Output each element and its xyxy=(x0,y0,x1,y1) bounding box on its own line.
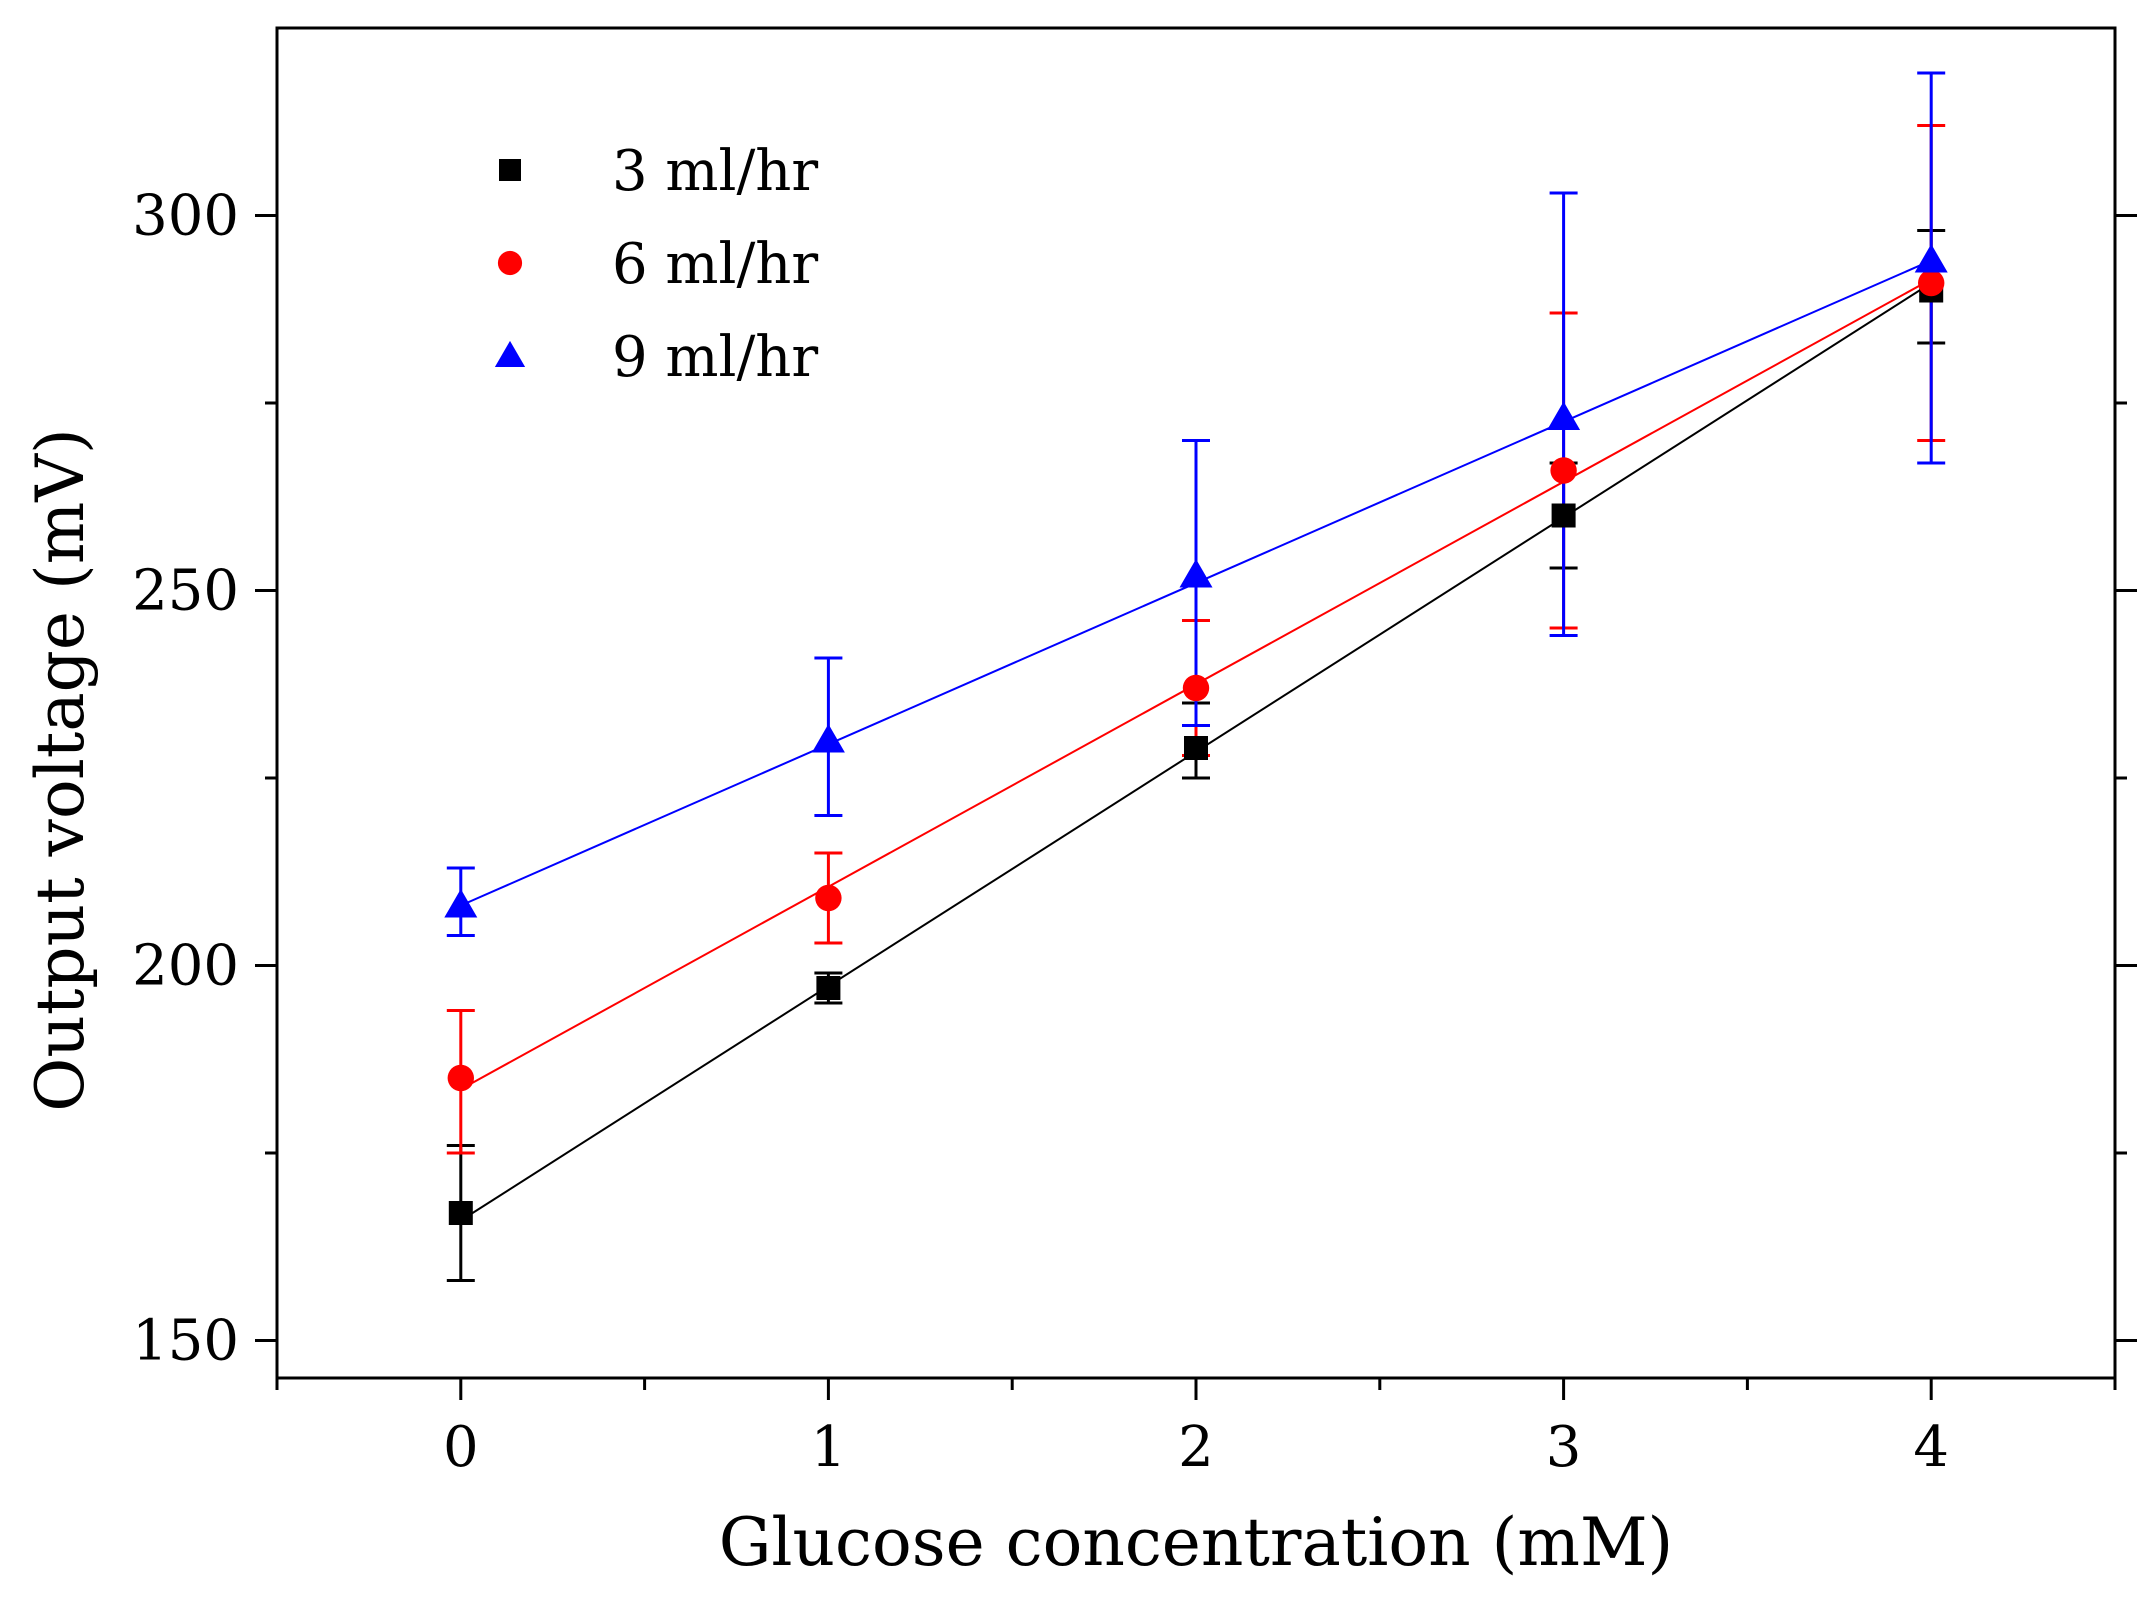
data-point xyxy=(1914,244,1948,273)
data-point xyxy=(448,1201,473,1225)
data-point xyxy=(1918,269,1945,297)
x-axis-title: Glucose concentration (mM) xyxy=(719,1504,1674,1581)
y-tick-label: 200 xyxy=(132,934,239,999)
x-tick-label: 2 xyxy=(1178,1415,1214,1480)
x-tick-label: 1 xyxy=(811,1415,847,1480)
y-tick-label: 250 xyxy=(132,559,239,624)
legend-label: 6 ml/hr xyxy=(612,232,818,297)
x-tick-label: 4 xyxy=(1913,1415,1949,1480)
data-point xyxy=(1551,503,1576,528)
data-point xyxy=(1547,401,1581,430)
legend-marker xyxy=(499,159,521,181)
data-point xyxy=(1550,457,1577,484)
data-point xyxy=(1179,559,1213,588)
data-point xyxy=(816,976,841,1000)
legend: 3 ml/hr 6 ml/hr 9 ml/hr xyxy=(494,139,818,390)
data-point xyxy=(1182,674,1210,702)
data-point xyxy=(444,889,478,918)
legend-label: 3 ml/hr xyxy=(612,139,818,204)
y-tick-label: 300 xyxy=(132,184,239,249)
y-tick-label: 150 xyxy=(132,1309,239,1374)
data-point xyxy=(811,724,845,753)
x-tick-label: 3 xyxy=(1546,1415,1582,1480)
data-markers xyxy=(444,244,1948,1225)
x-tick-label: 0 xyxy=(443,1415,479,1480)
y-axis-title: Output voltage (mV) xyxy=(22,428,99,1111)
ticks-layer: 0 1 2 3 4 150 200 250 300 xyxy=(132,184,2137,1480)
legend-marker xyxy=(494,340,526,367)
legend-marker xyxy=(497,250,523,276)
data-point xyxy=(1184,736,1208,760)
data-point xyxy=(447,1064,474,1092)
legend-label: 9 ml/hr xyxy=(612,325,818,390)
data-point xyxy=(815,884,842,912)
